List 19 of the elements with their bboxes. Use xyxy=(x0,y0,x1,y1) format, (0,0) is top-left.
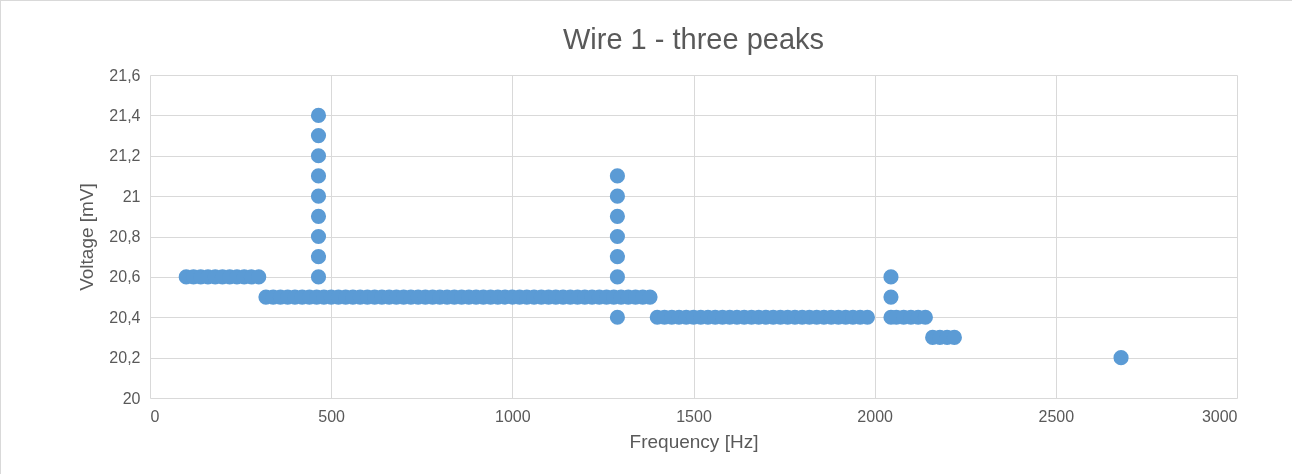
y-tick-label: 20,6 xyxy=(109,268,141,286)
y-axis-title: Voltage [mV] xyxy=(76,183,98,291)
x-tick-label: 0 xyxy=(150,407,160,425)
y-tick-label: 20 xyxy=(122,389,141,407)
x-tick-label: 2000 xyxy=(857,407,894,425)
y-tick-label: 21,4 xyxy=(109,106,141,124)
x-tick-label: 1500 xyxy=(676,407,712,425)
x-tick-label: 1000 xyxy=(495,407,531,425)
y-tick-label: 21,2 xyxy=(109,147,141,165)
chart-title: Wire 1 - three peaks xyxy=(562,23,825,55)
x-tick-label: 3000 xyxy=(1201,407,1238,425)
x-tick-label: 2500 xyxy=(1038,407,1075,425)
x-tick-label: 500 xyxy=(318,407,346,425)
y-tick-label: 20,2 xyxy=(109,349,141,367)
y-tick-label: 20,4 xyxy=(109,308,141,326)
x-axis-title: Frequency [Hz] xyxy=(629,430,759,452)
y-tick-label: 21,6 xyxy=(109,66,141,84)
y-tick-label: 20,8 xyxy=(109,228,141,245)
y-tick-label: 21 xyxy=(122,187,141,205)
